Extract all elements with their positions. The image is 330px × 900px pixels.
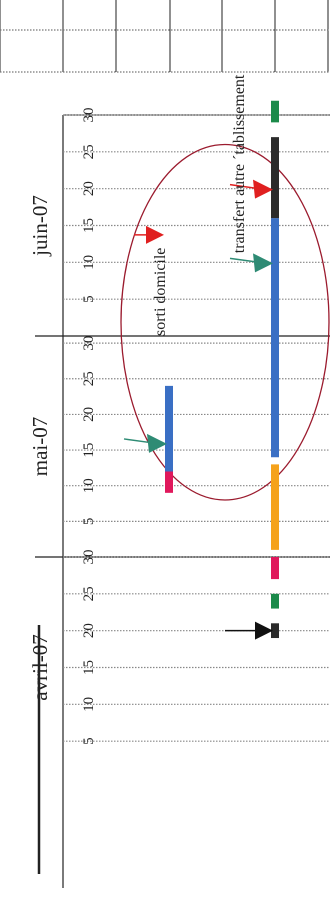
day-tick-label: 10: [81, 478, 97, 493]
event-arrow-head: [253, 253, 273, 273]
day-tick-label: 25: [81, 586, 97, 601]
event-arrow-head: [255, 621, 273, 640]
day-grid: [35, 114, 330, 888]
day-tick-label: 5: [81, 518, 97, 526]
day-tick-label: 20: [81, 623, 97, 638]
day-tick-label: 15: [81, 218, 97, 233]
day-tick-label: 10: [81, 697, 97, 712]
month-label: mai-07: [28, 417, 52, 476]
day-tick-label: 30: [81, 550, 97, 565]
day-tick-label: 5: [81, 295, 97, 303]
header-frame: [0, 0, 330, 73]
event-arrows: [123, 179, 273, 640]
event-arrow-head: [253, 179, 273, 199]
day-tick-label: 20: [81, 407, 97, 422]
day-tick-label: 25: [81, 144, 97, 159]
day-tick-label: 5: [81, 737, 97, 745]
highlight-ellipse: [120, 143, 330, 501]
annotations: sorti domicile transfert autre ´tablissem…: [152, 74, 248, 336]
day-tick-label: 30: [81, 336, 97, 351]
day-tick-label: 15: [81, 660, 97, 675]
month-labels: avril-07 mai-07 juin-07: [28, 195, 52, 701]
day-tick-label: 30: [81, 108, 97, 123]
gantt-bars: [165, 100, 279, 639]
event-arrow-head: [147, 433, 167, 453]
day-tick-label: 15: [81, 443, 97, 458]
month-label: avril-07: [28, 634, 52, 700]
day-tick-label: 20: [81, 181, 97, 196]
annotation-discharged-home: sorti domicile: [152, 248, 169, 336]
marker-arrow-head: [146, 225, 164, 244]
day-tick-label: 10: [81, 255, 97, 270]
annotation-transfer: transfert autre ´tablissement: [231, 74, 248, 253]
day-tick-labels: 5 10 15 20 25 30 5 10 15 20 25 30 5 10 15 20 25 30: [81, 108, 97, 745]
month-label: juin-07: [28, 195, 52, 257]
day-tick-label: 25: [81, 371, 97, 386]
